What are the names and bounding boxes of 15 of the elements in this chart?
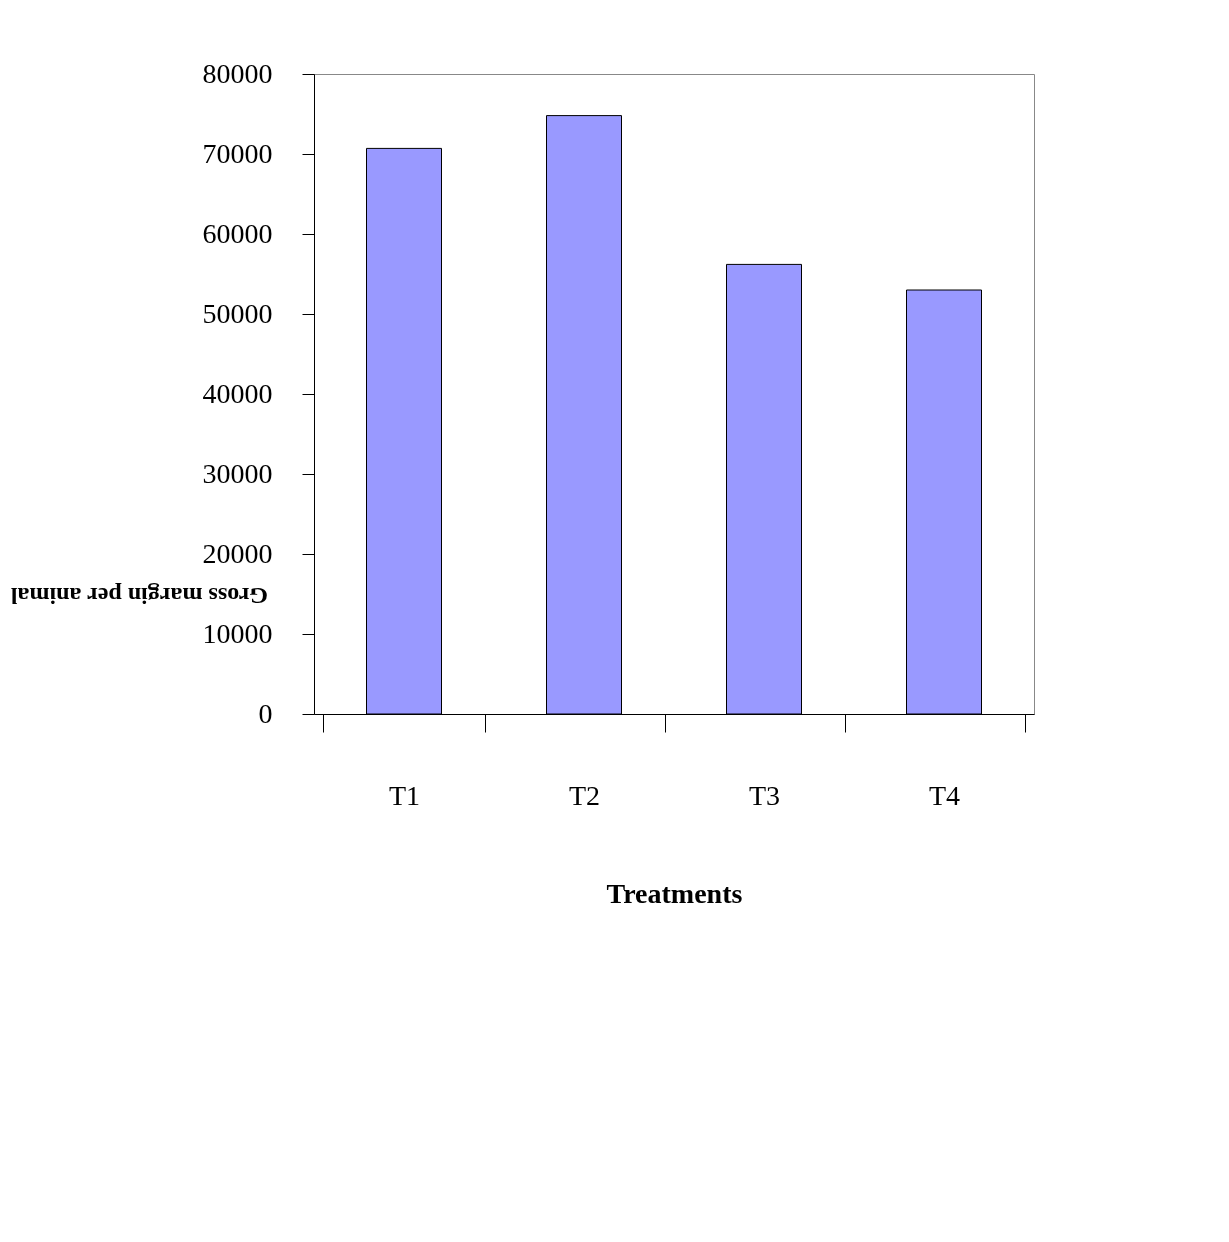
y-tick-label: 50000 [202, 297, 273, 329]
y-tick-label: 60000 [202, 217, 273, 249]
y-axis-title: Gross margin per animal [10, 582, 269, 609]
x-axis-title: Treatments [606, 877, 743, 909]
x-tick-label: T1 [388, 779, 421, 811]
y-tick-label: 70000 [202, 137, 273, 169]
y-tick-label: 10000 [202, 617, 273, 649]
y-tick-label: 80000 [202, 57, 273, 89]
y-tick-label: 20000 [202, 537, 273, 569]
y-tick-label: 0 [258, 697, 273, 729]
y-tick-label: 30000 [202, 457, 273, 489]
x-tick-label: T2 [568, 779, 601, 811]
y-tick-label: 40000 [202, 377, 273, 409]
x-tick-label: T3 [748, 779, 781, 811]
x-tick-label: T4 [928, 779, 961, 811]
